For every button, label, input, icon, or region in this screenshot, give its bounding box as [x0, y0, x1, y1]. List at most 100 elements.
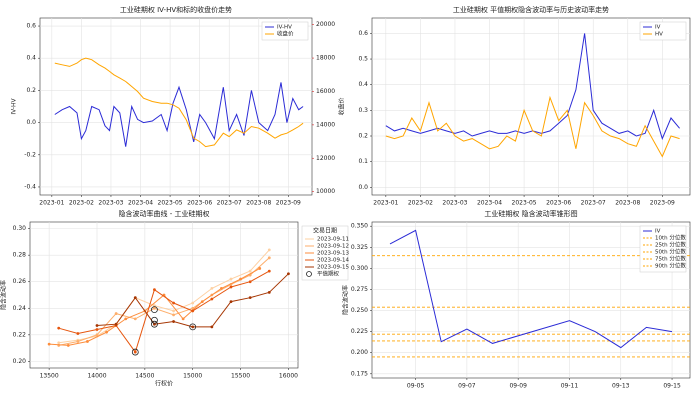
- y-tick-label: 0.0: [26, 119, 36, 126]
- series-line: [54, 57, 304, 148]
- legend-box: [639, 225, 687, 273]
- legend-label: IV-HV: [277, 25, 292, 31]
- x-tick-label: 2023-04: [477, 200, 502, 207]
- series-marker: [133, 296, 137, 300]
- series-marker: [248, 269, 252, 273]
- y-tick-label: 0.300: [351, 265, 368, 272]
- atm-marker: [151, 320, 158, 328]
- atm-marker: [131, 348, 139, 356]
- x-tick-label: 2023-03: [442, 200, 467, 207]
- y-tick-label: 0.225: [351, 328, 368, 335]
- series-marker: [191, 301, 195, 305]
- legend-box: [639, 21, 687, 41]
- series-marker: [172, 309, 175, 313]
- y-axis-label: IV-HV: [11, 97, 18, 114]
- series-marker: [114, 312, 118, 315]
- x-tick-label: 15000: [183, 373, 202, 380]
- x-tick-label: 09-11: [561, 383, 579, 390]
- series-line: [58, 257, 270, 346]
- x-axis-label: 行权价: [155, 380, 173, 388]
- x-tick-label: 2023-01: [373, 200, 398, 207]
- legend-label: 10th 分位数: [655, 234, 686, 242]
- series-marker: [229, 277, 233, 281]
- legend-label: IV: [655, 25, 661, 31]
- series-marker: [133, 350, 137, 354]
- series-marker: [57, 326, 61, 330]
- series-marker: [172, 313, 175, 317]
- series-marker: [248, 296, 252, 300]
- x-tick-label: 09-07: [458, 383, 476, 390]
- series-marker: [95, 324, 99, 327]
- legend-label: 收盘价: [277, 30, 294, 38]
- series-marker: [210, 325, 214, 329]
- series-marker: [114, 322, 118, 326]
- plot-area: [371, 221, 691, 379]
- series-line: [58, 270, 270, 354]
- y-tick-label: -0.2: [24, 151, 36, 158]
- y-tick-label: 0.2: [358, 133, 368, 140]
- y-tick-label: 0.5: [358, 56, 368, 63]
- series-marker: [200, 300, 204, 304]
- legend-label: 50th 分位数: [655, 248, 686, 256]
- legend-label: 25th 分位数: [655, 241, 686, 249]
- chart-title: 隐含波动率曲线 - 工业硅期权: [119, 209, 210, 218]
- series-marker: [76, 332, 80, 335]
- x-tick-label: 2023-02: [408, 200, 433, 207]
- series-marker: [267, 290, 271, 294]
- legend-label: 90th 分位数: [655, 262, 686, 270]
- series-marker: [57, 341, 61, 345]
- y2-tick-label: 20000: [316, 21, 335, 28]
- x-tick-label: 15500: [231, 373, 250, 380]
- y-tick-label: 0.6: [358, 30, 368, 37]
- y2-tick-label: 12000: [316, 155, 335, 162]
- y2-tick-label: 14000: [316, 121, 335, 128]
- series-marker: [267, 248, 271, 252]
- x-tick-label: 2023-08: [246, 200, 271, 207]
- legend-label: HV: [655, 32, 663, 38]
- x-tick-label: 2023-01: [39, 200, 64, 207]
- series-marker: [105, 330, 108, 334]
- y-tick-label: 0.4: [358, 81, 368, 88]
- x-tick-label: 2023-09: [276, 200, 301, 207]
- x-tick-label: 2023-04: [128, 200, 153, 207]
- x-tick-label: 2023-03: [98, 200, 123, 207]
- y-tick-label: 0.200: [351, 349, 368, 356]
- series-marker: [172, 301, 175, 305]
- y-tick-label: 0.24: [13, 305, 27, 312]
- series-marker: [66, 344, 70, 347]
- y2-axis-label: 收盘价: [338, 97, 346, 115]
- y-tick-label: 0.325: [351, 244, 368, 251]
- series-marker: [95, 333, 99, 337]
- x-tick-label: 09-09: [509, 383, 527, 390]
- series-marker: [239, 277, 242, 281]
- legend-label: 2023-09-12: [317, 244, 349, 250]
- series-line: [58, 249, 270, 344]
- legend-swatch: [306, 271, 312, 277]
- y-tick-label: 0.275: [351, 286, 368, 293]
- series-marker: [153, 306, 156, 310]
- y-tick-label: 0.30: [13, 225, 27, 232]
- x-tick-label: 09-15: [663, 383, 681, 390]
- x-tick-label: 2023-07: [581, 200, 606, 207]
- series-line: [49, 268, 260, 346]
- series-marker: [47, 342, 51, 346]
- chart-title: 工业硅期权 隐含波动率锥形图: [484, 209, 577, 218]
- series-marker: [133, 317, 137, 321]
- series-marker: [124, 317, 128, 321]
- y2-tick-label: 10000: [316, 188, 335, 195]
- y-tick-label: 0.175: [351, 370, 368, 377]
- legend-label: 2023-09-13: [317, 251, 349, 257]
- series-marker: [86, 340, 89, 343]
- series-marker: [210, 286, 214, 290]
- x-tick-label: 13500: [40, 373, 59, 380]
- x-tick-label: 14000: [87, 373, 106, 380]
- atm-marker: [151, 316, 158, 324]
- x-tick-label: 2023-07: [217, 200, 242, 207]
- legend-label: 2023-09-14: [317, 258, 349, 264]
- y-tick-label: 0.4: [26, 55, 36, 62]
- series-marker: [220, 286, 223, 290]
- x-tick-label: 2023-05: [158, 200, 183, 207]
- x-tick-label: 2023-06: [546, 200, 571, 207]
- x-tick-label: 2023-02: [69, 200, 94, 207]
